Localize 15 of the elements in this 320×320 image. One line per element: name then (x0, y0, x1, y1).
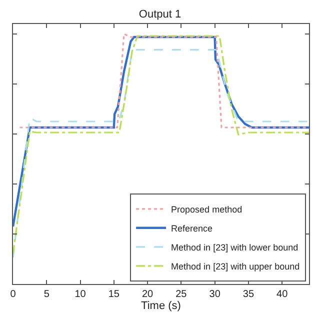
x-tick-label: 35 (242, 289, 254, 300)
legend-label: Proposed method (171, 204, 242, 214)
x-tick-label: 10 (74, 289, 86, 300)
x-axis-title: Time (s) (141, 300, 181, 312)
legend-label: Reference (171, 223, 213, 234)
x-tick-label: 0 (10, 289, 16, 300)
x-tick-label: 40 (276, 289, 288, 300)
legend-label: Method in [23] with lower bound (171, 242, 298, 252)
legend-label: Method in [23] with upper bound (171, 261, 300, 272)
x-tick-label: 20 (142, 289, 154, 300)
chart-title: Output 1 (138, 8, 182, 20)
x-tick-label: 30 (209, 289, 221, 300)
x-tick-label: 15 (108, 289, 120, 300)
x-tick-label: 5 (44, 289, 50, 300)
x-tick-label: 25 (176, 289, 188, 300)
